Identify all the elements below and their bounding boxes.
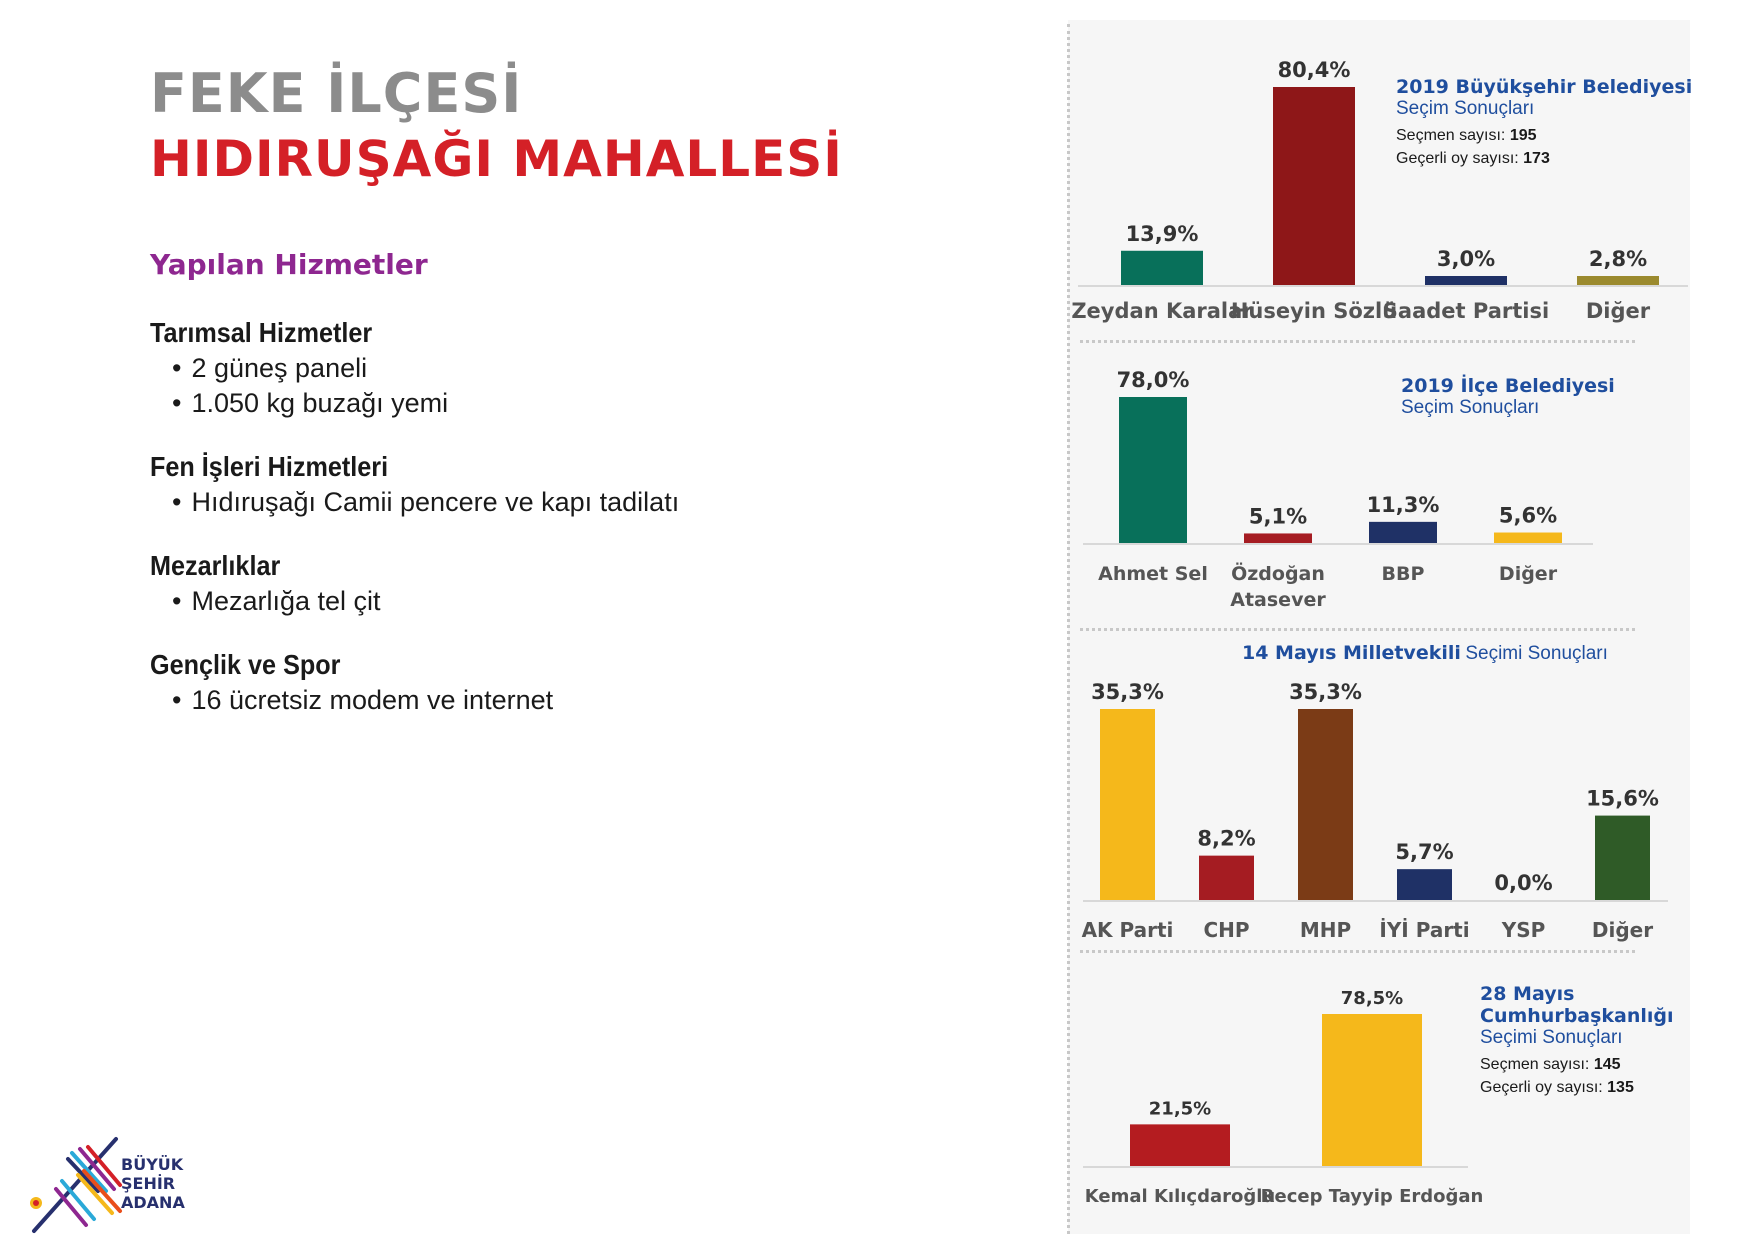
chart-2023-parliament: 35,3% AK Parti 8,2% CHP 35,3% MHP 5,7% İYİ Part… (1082, 680, 1668, 942)
valid-vote-count: Geçerli oy sayısı: 135 (1480, 1079, 1634, 1096)
chart-title: 2019 İlçe Belediyesi (1401, 375, 1615, 397)
bar (1298, 709, 1353, 900)
category-title: Gençlik ve Spor (150, 649, 341, 680)
services-heading: Yapılan Hizmetler (150, 248, 428, 281)
bar (1577, 276, 1659, 285)
list-item: 16 ücretsiz modem ve internet (172, 683, 970, 718)
category-list: 2 güneş paneli 1.050 kg buzağı yemi (172, 351, 970, 421)
bar (1130, 1124, 1230, 1166)
bar (1322, 1014, 1422, 1166)
list-item: 1.050 kg buzağı yemi (172, 386, 970, 421)
data-label: 5,7% (1395, 840, 1453, 864)
data-label: 2,8% (1589, 247, 1647, 271)
chart-title: 2019 Büyükşehir Belediyesi (1396, 76, 1693, 98)
category-label: Diğer (1499, 563, 1558, 585)
data-label: 5,6% (1499, 504, 1557, 528)
chart-subtitle: Seçimi Sonuçları (1480, 1027, 1623, 1048)
category-label: Diğer (1592, 918, 1653, 942)
section-divider (1080, 340, 1635, 343)
category-list: Hıdıruşağı Camii pencere ve kapı tadilat… (172, 485, 970, 520)
bar (1595, 815, 1650, 900)
bar (1244, 533, 1312, 543)
category-list: 16 ücretsiz modem ve internet (172, 683, 970, 718)
bar (1273, 87, 1355, 285)
list-item: Mezarlığa tel çit (172, 584, 970, 619)
data-label: 21,5% (1149, 1098, 1211, 1119)
category-label: YSP (1501, 918, 1546, 942)
category-label: Diğer (1586, 299, 1651, 323)
panel-divider (1067, 24, 1070, 1234)
category-label: Zeydan Karalar (1071, 299, 1253, 323)
category-list: Mezarlığa tel çit (172, 584, 970, 619)
data-label: 5,1% (1249, 504, 1307, 528)
chart-legend-box: 2019 İlçe Belediyesi Seçim Sonuçları (1401, 375, 1615, 419)
category-label: Özdoğan (1231, 561, 1325, 585)
valid-vote-count: Geçerli oy sayısı: 173 (1396, 150, 1550, 167)
chart-title: 28 Mayıs Cumhurbaşkanlığı (1480, 983, 1674, 1027)
bar (1121, 250, 1203, 285)
voter-count: Seçmen sayısı: 195 (1396, 127, 1537, 144)
category-title: Tarımsal Hizmetler (150, 317, 373, 348)
list-item: Hıdıruşağı Camii pencere ve kapı tadilat… (172, 485, 970, 520)
data-label: 13,9% (1126, 222, 1199, 246)
chart-subtitle: Seçimi Sonuçları (1465, 643, 1608, 664)
category-label: AK Parti (1082, 918, 1174, 942)
category-label: Saadet Partisi (1383, 299, 1549, 323)
chart-subtitle: Seçim Sonuçları (1401, 397, 1540, 418)
adana-logo-icon (30, 1137, 122, 1233)
left-column: FEKE İLÇESİ HIDIRUŞAĞI MAHALLESİ Yapılan… (150, 62, 970, 718)
data-label: 8,2% (1197, 827, 1255, 851)
data-label: 3,0% (1437, 247, 1495, 271)
bar (1369, 521, 1437, 543)
section-divider (1080, 628, 1635, 631)
chart-2019-metropolitan: 13,9% Zeydan Karalar 80,4% Hüseyin Sözlü 3,0… (1071, 58, 1688, 323)
bar (1397, 869, 1452, 900)
data-label: 35,3% (1091, 680, 1164, 704)
category-label: CHP (1203, 918, 1249, 942)
data-label: 0,0% (1494, 871, 1552, 895)
category-label: İYİ Parti (1379, 918, 1469, 942)
chart-2023-presidential: 21,5% Kemal Kılıçdaroğlu 78,5% Recep Tayyip… (1083, 988, 1484, 1207)
data-label: 80,4% (1278, 58, 1351, 82)
bar (1119, 397, 1187, 543)
section-divider (1080, 950, 1635, 953)
list-item: 2 güneş paneli (172, 351, 970, 386)
chart-legend-box: 2019 Büyükşehir Belediyesi Seçim Sonuçla… (1396, 76, 1692, 170)
category-label: Kemal Kılıçdaroğlu (1085, 1186, 1275, 1207)
bar (1199, 855, 1254, 900)
data-label: 78,0% (1117, 368, 1190, 392)
category-title: Mezarlıklar (150, 550, 281, 581)
category-label: Ahmet Sel (1098, 563, 1208, 585)
chart-legend-box: 28 Mayıs Cumhurbaşkanlığı Seçimi Sonuçla… (1480, 983, 1680, 1099)
data-label: 35,3% (1289, 680, 1362, 704)
bar (1494, 532, 1562, 543)
category-label: BBP (1382, 563, 1425, 585)
voter-count: Seçmen sayısı: 145 (1480, 1056, 1621, 1073)
data-label: 15,6% (1586, 787, 1659, 811)
category-title: Fen İşleri Hizmetleri (150, 451, 389, 482)
bar (1425, 276, 1507, 285)
category-label: Recep Tayyip Erdoğan (1261, 1186, 1484, 1207)
category-label: Hüseyin Sözlü (1231, 299, 1397, 323)
bar (1100, 709, 1155, 900)
logo-wordmark: BÜYÜK ŞEHİR ADANA (121, 1155, 185, 1212)
district-title: FEKE İLÇESİ (150, 62, 523, 125)
neighborhood-title: HIDIRUŞAĞI MAHALLESİ (150, 130, 843, 188)
chart-subtitle: Seçim Sonuçları (1396, 98, 1535, 119)
data-label: 78,5% (1341, 988, 1403, 1009)
data-label: 11,3% (1367, 493, 1440, 517)
chart-legend-box: 14 Mayıs Milletvekili Seçimi Sonuçları (1242, 642, 1608, 665)
category-label: Atasever (1230, 589, 1326, 611)
category-label: MHP (1300, 918, 1351, 942)
chart-title: 14 Mayıs Milletvekili (1242, 642, 1461, 664)
chart-2019-district: 78,0% Ahmet Sel 5,1% Özdoğan Atasever 11,3% BB… (1083, 368, 1593, 611)
